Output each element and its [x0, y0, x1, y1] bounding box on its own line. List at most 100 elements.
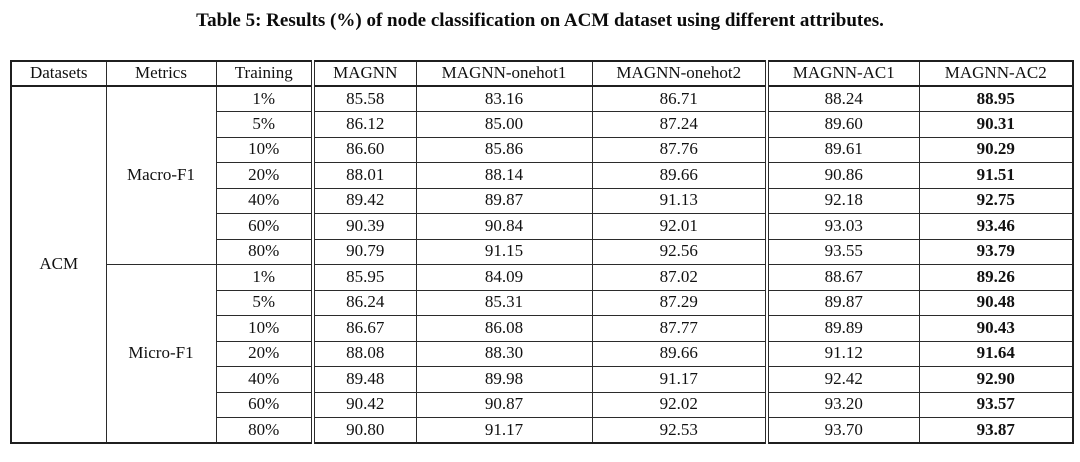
value-cell: 92.18: [765, 187, 920, 214]
table-row: 5% 86.12 85.00 87.24 89.60 90.31: [11, 111, 1074, 138]
value-cell: 88.01: [311, 162, 417, 189]
value-cell: 88.14: [415, 162, 593, 189]
value-cell: 93.87: [918, 417, 1074, 444]
value-cell: 86.24: [311, 289, 417, 316]
value-cell: 85.86: [415, 136, 593, 163]
training-cell: 5%: [215, 111, 314, 138]
value-cell: 90.48: [918, 289, 1074, 316]
value-cell: 89.26: [918, 264, 1074, 291]
value-cell: 89.66: [591, 162, 768, 189]
value-cell: 91.51: [918, 162, 1074, 189]
training-cell: 10%: [215, 136, 314, 163]
value-cell: 90.79: [311, 238, 417, 265]
training-cell: 5%: [215, 289, 314, 316]
value-cell: 86.08: [415, 315, 593, 342]
value-cell: 87.24: [591, 111, 768, 138]
col-header-datasets: Datasets: [10, 60, 107, 87]
value-cell: 90.43: [918, 315, 1074, 342]
value-cell: 90.31: [918, 111, 1074, 138]
table-row: 40% 89.42 89.87 91.13 92.18 92.75: [11, 187, 1074, 214]
training-cell: 80%: [215, 238, 314, 265]
value-cell: 93.57: [918, 391, 1074, 418]
value-cell: 92.53: [591, 417, 768, 444]
col-header-magnn-ac1: MAGNN-AC1: [765, 60, 920, 87]
training-cell: 40%: [215, 187, 314, 214]
value-cell: 90.80: [311, 417, 417, 444]
table-caption: Table 5: Results (%) of node classificat…: [196, 10, 884, 31]
value-cell: 89.98: [415, 366, 593, 393]
value-cell: 90.29: [918, 136, 1074, 163]
metric-cell: Micro-F1: [105, 264, 217, 444]
training-cell: 20%: [215, 340, 314, 367]
col-header-metrics: Metrics: [105, 60, 217, 87]
table-row: 80% 90.80 91.17 92.53 93.70 93.87: [11, 417, 1074, 444]
value-cell: 91.13: [591, 187, 768, 214]
value-cell: 87.77: [591, 315, 768, 342]
training-cell: 1%: [215, 85, 314, 112]
table-row: 10% 86.60 85.86 87.76 89.61 90.29: [11, 136, 1074, 163]
value-cell: 85.31: [415, 289, 593, 316]
value-cell: 93.20: [765, 391, 920, 418]
col-header-training: Training: [215, 60, 314, 87]
value-cell: 92.01: [591, 213, 768, 240]
training-cell: 20%: [215, 162, 314, 189]
training-cell: 1%: [215, 264, 314, 291]
value-cell: 89.87: [415, 187, 593, 214]
training-cell: 10%: [215, 315, 314, 342]
value-cell: 91.64: [918, 340, 1074, 367]
col-header-magnn-onehot1: MAGNN-onehot1: [415, 60, 593, 87]
value-cell: 92.90: [918, 366, 1074, 393]
value-cell: 85.95: [311, 264, 417, 291]
value-cell: 89.61: [765, 136, 920, 163]
value-cell: 93.70: [765, 417, 920, 444]
value-cell: 83.16: [415, 85, 593, 112]
table-row: 10% 86.67 86.08 87.77 89.89 90.43: [11, 315, 1074, 342]
value-cell: 89.89: [765, 315, 920, 342]
value-cell: 92.02: [591, 391, 768, 418]
value-cell: 90.87: [415, 391, 593, 418]
value-cell: 89.87: [765, 289, 920, 316]
value-cell: 92.75: [918, 187, 1074, 214]
value-cell: 92.56: [591, 238, 768, 265]
value-cell: 89.66: [591, 340, 768, 367]
table-row: 60% 90.42 90.87 92.02 93.20 93.57: [11, 391, 1074, 418]
table-row: 20% 88.01 88.14 89.66 90.86 91.51: [11, 162, 1074, 189]
col-header-magnn-ac2: MAGNN-AC2: [918, 60, 1074, 87]
value-cell: 84.09: [415, 264, 593, 291]
value-cell: 88.67: [765, 264, 920, 291]
value-cell: 87.02: [591, 264, 768, 291]
value-cell: 90.84: [415, 213, 593, 240]
value-cell: 87.76: [591, 136, 768, 163]
value-cell: 93.55: [765, 238, 920, 265]
value-cell: 89.42: [311, 187, 417, 214]
value-cell: 90.39: [311, 213, 417, 240]
value-cell: 86.12: [311, 111, 417, 138]
value-cell: 92.42: [765, 366, 920, 393]
table-row: 20% 88.08 88.30 89.66 91.12 91.64: [11, 340, 1074, 367]
metric-cell: Macro-F1: [105, 85, 217, 265]
value-cell: 93.46: [918, 213, 1074, 240]
results-table: Datasets Metrics Training MAGNN MAGNN-on…: [10, 60, 1074, 444]
training-cell: 40%: [215, 366, 314, 393]
table-row: 60% 90.39 90.84 92.01 93.03 93.46: [11, 213, 1074, 240]
value-cell: 88.95: [918, 85, 1074, 112]
header-row: Datasets Metrics Training MAGNN MAGNN-on…: [10, 60, 1074, 87]
value-cell: 85.00: [415, 111, 593, 138]
value-cell: 86.67: [311, 315, 417, 342]
table-row: ACM Macro-F1 1% 85.58 83.16 86.71 88.24 88.95: [10, 85, 1074, 444]
value-cell: 91.17: [415, 417, 593, 444]
training-cell: 60%: [215, 391, 314, 418]
dataset-cell: ACM: [10, 85, 107, 444]
value-cell: 87.29: [591, 289, 768, 316]
table-row: Micro-F1 1% 85.95 84.09 87.02 88.67 89.26: [11, 264, 1074, 444]
value-cell: 85.58: [311, 85, 417, 112]
value-cell: 90.42: [311, 391, 417, 418]
value-cell: 86.60: [311, 136, 417, 163]
value-cell: 91.12: [765, 340, 920, 367]
value-cell: 89.48: [311, 366, 417, 393]
value-cell: 91.17: [591, 366, 768, 393]
value-cell: 91.15: [415, 238, 593, 265]
value-cell: 88.24: [765, 85, 920, 112]
value-cell: 93.03: [765, 213, 920, 240]
